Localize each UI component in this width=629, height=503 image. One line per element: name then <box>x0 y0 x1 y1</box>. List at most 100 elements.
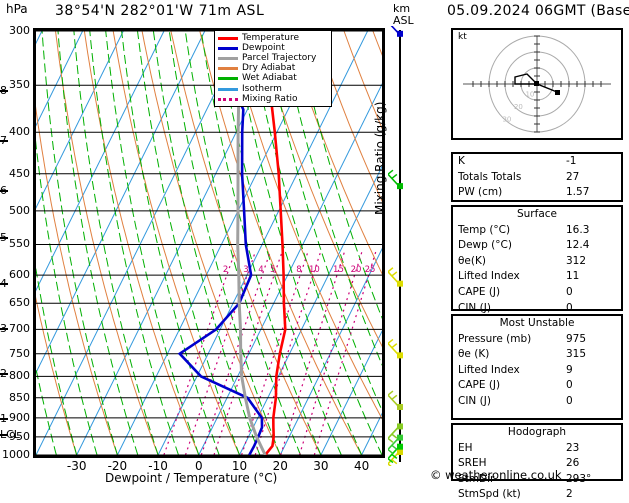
legend-item-label: Dry Adiabat <box>242 64 295 73</box>
legend-item-parcel-trajectory: Parcel Trajectory <box>218 53 328 63</box>
stat-key: Totals Totals <box>458 170 521 186</box>
stat-key: θe(K) <box>458 254 486 270</box>
stat-value: 2 <box>566 487 616 503</box>
pressure-tick-label: 1000 <box>0 448 30 461</box>
legend-item-dry-adiabat: Dry Adiabat <box>218 64 328 74</box>
legend-item-label: Dewpoint <box>242 44 285 53</box>
pressure-axis-unit-label: hPa <box>6 2 28 16</box>
legend-item-dewpoint: Dewpoint <box>218 43 328 53</box>
legend-item-label: Parcel Trajectory <box>242 54 316 63</box>
mixing-ratio-tick-label: 15 <box>333 265 344 275</box>
stat-row: CAPE (J)0 <box>453 378 621 394</box>
stat-key: StmSpd (kt) <box>458 487 521 503</box>
stat-row: CAPE (J) 0 <box>453 285 621 301</box>
stat-value: 293° <box>566 472 616 488</box>
stat-value: 1.57 <box>566 185 616 201</box>
stat-value: -1 <box>566 154 616 170</box>
height-tick-label: 6 <box>0 184 7 197</box>
stat-row: Totals Totals 27 <box>453 170 621 186</box>
stat-value: 23 <box>566 441 616 457</box>
stat-key: Dewp (°C) <box>458 238 512 254</box>
stat-row: CIN (J) 0 <box>453 394 621 410</box>
pressure-tick-label: 750 <box>0 347 30 360</box>
legend-item-isotherm: Isotherm <box>218 84 328 94</box>
stat-value: 26 <box>566 456 616 472</box>
panel-title: Most Unstable <box>453 316 621 332</box>
stat-value: 16.3 <box>566 223 616 239</box>
mixing-ratio-tick-label: 3 <box>243 265 248 275</box>
stat-key: CIN (J) <box>458 394 491 410</box>
sounding-page: hPa 38°54'N 282°01'W 71m ASL km ASL 05.0… <box>0 0 629 486</box>
stat-key: K <box>458 154 465 170</box>
legend-item-label: Isotherm <box>242 85 282 94</box>
stat-value: 27 <box>566 170 616 186</box>
x-axis-title: Dewpoint / Temperature (°C) <box>105 471 277 485</box>
station-coordinates-title: 38°54'N 282°01'W 71m ASL <box>55 3 264 19</box>
legend-item-temperature: Temperature <box>218 33 328 43</box>
mixing-ratio-axis-title: Mixing Ratio (g/kg) <box>373 102 387 215</box>
stat-key: Lifted Index <box>458 363 520 379</box>
mixing-ratio-tick-label: 10 <box>309 265 320 275</box>
legend-item-label: Wet Adiabat <box>242 74 297 83</box>
legend-item-label: Mixing Ratio <box>242 95 297 104</box>
stat-value: 0 <box>566 394 616 410</box>
legend-color-swatch <box>218 77 238 80</box>
mixing-ratio-tick-label: 8 <box>296 265 301 275</box>
stat-row: K -1 <box>453 154 621 170</box>
stat-row: StmSpd (kt) 2 <box>453 487 621 503</box>
forecast-datetime-title: 05.09.2024 06GMT (Base: 00) <box>447 3 629 19</box>
legend-color-swatch <box>218 57 238 60</box>
panel-title: Surface <box>453 207 621 223</box>
stat-key: CAPE (J) <box>458 285 500 301</box>
temperature-tick-label: 30 <box>301 459 341 473</box>
pressure-tick-label: 500 <box>0 204 30 217</box>
mixing-ratio-tick-label: 2 <box>223 265 228 275</box>
pressure-tick-label: 300 <box>0 24 30 37</box>
stat-row: Pressure (mb) 975 <box>453 332 621 348</box>
height-tick-label: 3 <box>0 322 7 335</box>
pressure-tick-label: 850 <box>0 391 30 404</box>
legend-item-mixing-ratio: Mixing Ratio <box>218 94 328 104</box>
stat-value: 312 <box>566 254 616 270</box>
wind-barb <box>388 26 403 37</box>
hodograph-ring-label: 20 <box>514 103 523 111</box>
temperature-tick-label: -30 <box>57 459 97 473</box>
hodograph-ring-label: 30 <box>502 115 511 123</box>
stat-key: Pressure (mb) <box>458 332 531 348</box>
hodograph-ring-label: 10 <box>525 90 534 98</box>
stat-value: 0 <box>566 378 616 394</box>
mixing-ratio-tick-label: 25 <box>365 265 376 275</box>
stat-row: Dewp (°C) 12.4 <box>453 238 621 254</box>
height-tick-label: 1 <box>0 412 7 425</box>
legend-item-wet-adiabat: Wet Adiabat <box>218 74 328 84</box>
height-tick-label: 5 <box>0 231 7 244</box>
height-tick-label: 7 <box>0 134 7 147</box>
pressure-tick-label: 450 <box>0 167 30 180</box>
wind-barb-column <box>388 26 412 466</box>
stat-row: θe (K)315 <box>453 347 621 363</box>
stat-value: 0 <box>566 285 616 301</box>
temperature-tick-label: 40 <box>342 459 382 473</box>
legend-color-swatch <box>218 88 238 91</box>
stat-value: 11 <box>566 269 616 285</box>
height-tick-label: 8 <box>0 84 7 97</box>
stat-row: PW (cm)1.57 <box>453 185 621 201</box>
stat-value: 975 <box>566 332 616 348</box>
mixing-ratio-tick-label: 4 <box>258 265 263 275</box>
mixing-ratio-tick-label: 20 <box>351 265 362 275</box>
stat-value: 12.4 <box>566 238 616 254</box>
stat-value: 315 <box>566 347 616 363</box>
stat-key: Temp (°C) <box>458 223 510 239</box>
height-tick-label: 4 <box>0 277 7 290</box>
copyright-credit: © weatheronline.co.uk <box>430 468 562 482</box>
